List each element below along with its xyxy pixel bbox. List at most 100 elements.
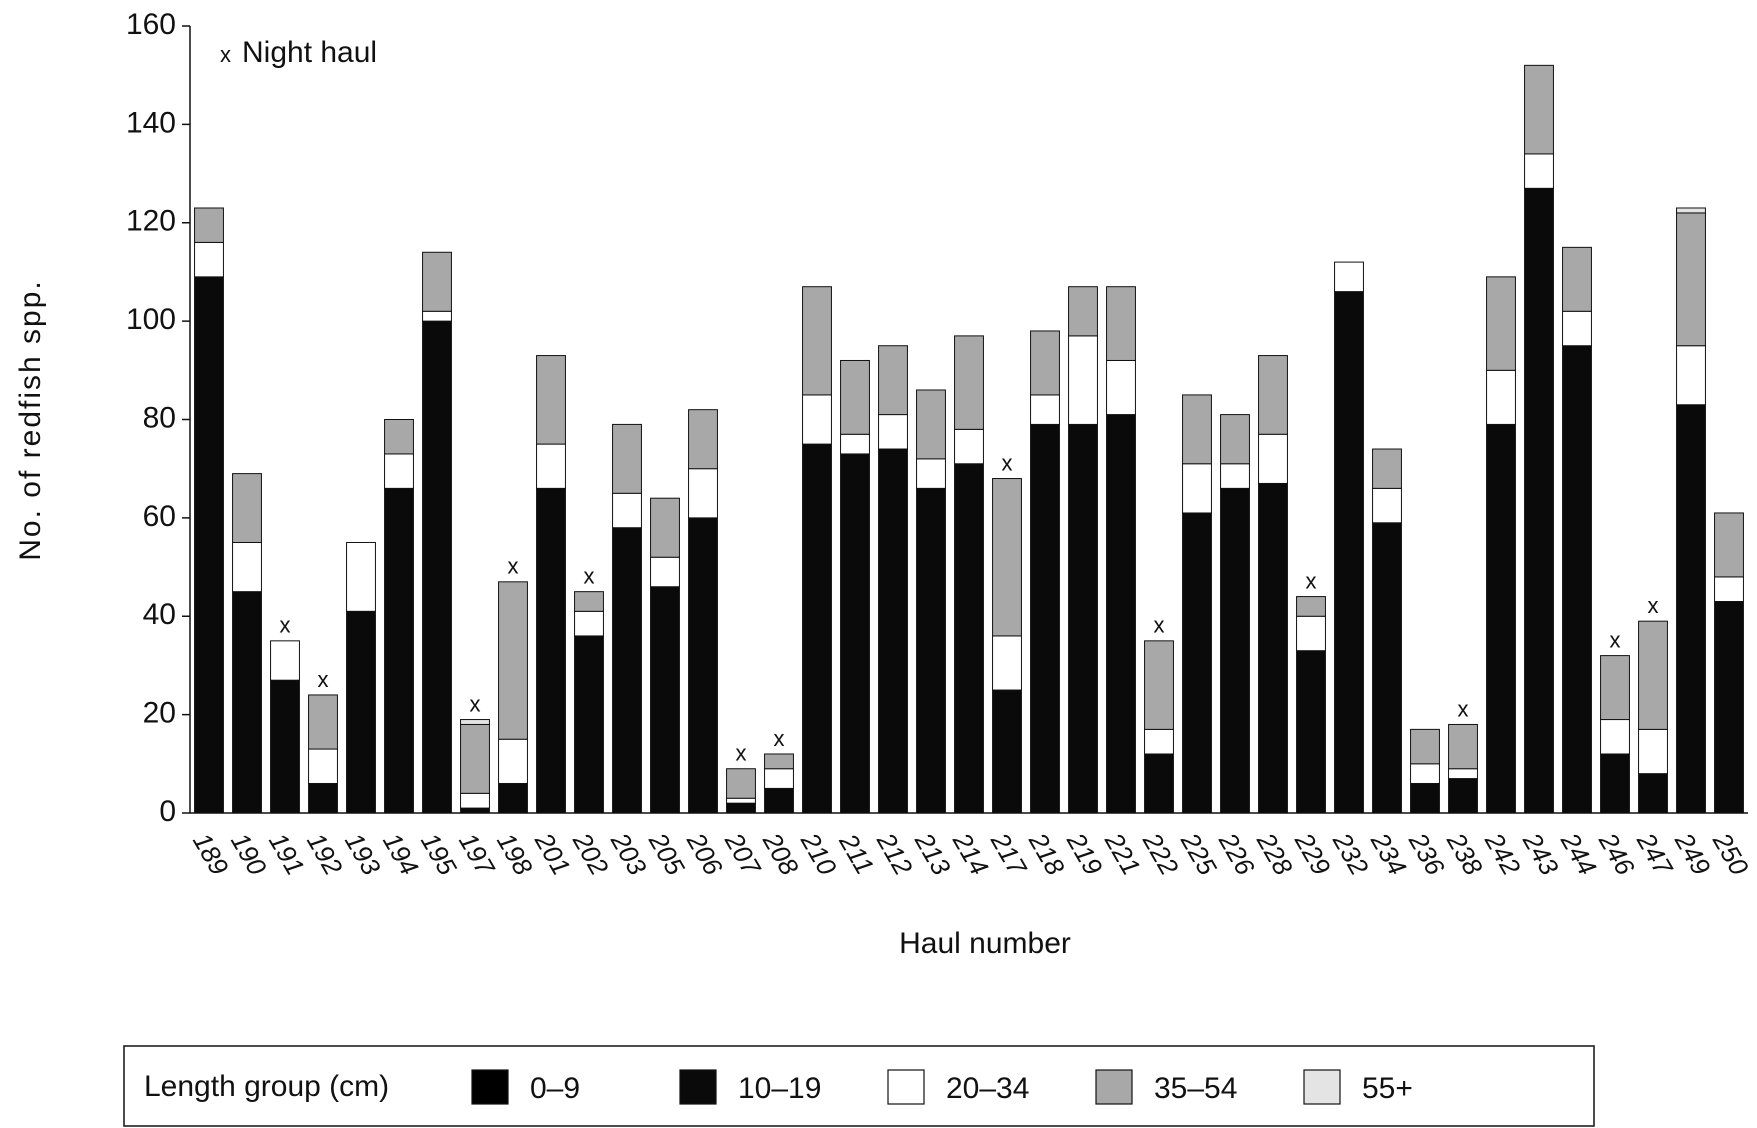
bar-segment bbox=[1676, 207, 1706, 214]
bar-segment bbox=[1220, 487, 1250, 814]
x-tick-label: 192 bbox=[301, 828, 349, 881]
legend-swatch bbox=[471, 1069, 509, 1105]
legend-swatch bbox=[679, 1069, 717, 1105]
x-tick-label: 194 bbox=[377, 828, 425, 881]
bar-segment bbox=[270, 640, 300, 681]
x-tick-label: 211 bbox=[833, 828, 880, 880]
bar-segment bbox=[384, 419, 414, 455]
legend-swatch bbox=[887, 1069, 925, 1105]
night-haul-label: Night haul bbox=[242, 36, 377, 69]
bar-segment bbox=[992, 689, 1022, 814]
x-tick-label: 207 bbox=[719, 827, 768, 882]
bar-segment bbox=[1220, 463, 1250, 489]
bar-segment bbox=[422, 251, 452, 312]
bar-segment bbox=[384, 487, 414, 814]
x-tick-label: 236 bbox=[1403, 827, 1451, 881]
x-tick-label: 195 bbox=[415, 828, 463, 881]
bar-segment bbox=[1144, 640, 1174, 730]
x-tick-label: 212 bbox=[871, 827, 919, 881]
bar-segment bbox=[384, 453, 414, 489]
bar-segment bbox=[1144, 753, 1174, 814]
bar-segment bbox=[1562, 310, 1592, 347]
bar-segment bbox=[1068, 423, 1098, 814]
bar-segment bbox=[916, 487, 946, 814]
bar-segment bbox=[1486, 423, 1516, 814]
bar-segment bbox=[308, 782, 338, 814]
bar-segment bbox=[1030, 330, 1060, 396]
bar-segment bbox=[954, 463, 984, 814]
bar-segment bbox=[764, 753, 794, 770]
bar-segment bbox=[346, 541, 376, 612]
bar-segment bbox=[232, 473, 262, 543]
bar-segment bbox=[802, 443, 832, 814]
bar-segment bbox=[840, 453, 870, 814]
bar-segment bbox=[270, 679, 300, 814]
night-haul-marker: x bbox=[1610, 627, 1621, 652]
bar-segment bbox=[1372, 522, 1402, 814]
bar-segment bbox=[764, 768, 794, 789]
bar-segment bbox=[992, 478, 1022, 637]
legend-label: 20–34 bbox=[946, 1072, 1029, 1105]
bar-segment bbox=[536, 355, 566, 445]
night-haul-marker: x bbox=[584, 563, 595, 588]
x-tick-label: 206 bbox=[681, 827, 729, 881]
x-tick-label: 250 bbox=[1707, 827, 1755, 881]
legend-label: 0–9 bbox=[530, 1072, 580, 1105]
bar-segment bbox=[612, 527, 642, 814]
bar-segment bbox=[840, 359, 870, 435]
legend-label: 55+ bbox=[1362, 1072, 1413, 1105]
bar-segment bbox=[232, 591, 262, 814]
bar-segment bbox=[1638, 773, 1668, 814]
bar-segment bbox=[1448, 778, 1478, 814]
bar-segment bbox=[1714, 576, 1744, 602]
legend-title: Length group (cm) bbox=[144, 1070, 389, 1103]
legend-swatch bbox=[1303, 1069, 1341, 1105]
bar-segment bbox=[726, 797, 756, 804]
night-haul-marker: x bbox=[280, 613, 291, 638]
bar-segment bbox=[878, 448, 908, 814]
bar-segment bbox=[1448, 723, 1478, 770]
x-tick-label: 225 bbox=[1175, 827, 1223, 881]
bar-segment bbox=[1372, 487, 1402, 524]
bar-segment bbox=[232, 541, 262, 593]
bar-segment bbox=[1334, 261, 1364, 293]
bar-segment bbox=[1600, 655, 1630, 721]
x-tick-label: 193 bbox=[339, 828, 387, 881]
x-tick-label: 217 bbox=[985, 827, 1034, 882]
night-haul-marker: x bbox=[1458, 696, 1469, 721]
night-haul-marker: x bbox=[470, 691, 481, 716]
y-tick-label: 140 bbox=[126, 106, 176, 139]
x-tick-label: 244 bbox=[1555, 827, 1603, 880]
bar-segment bbox=[1372, 448, 1402, 489]
x-tick-label: 189 bbox=[187, 828, 235, 881]
bar-segment bbox=[536, 443, 566, 489]
bar-segment bbox=[1182, 512, 1212, 814]
x-tick-label: 190 bbox=[225, 828, 273, 881]
bar-segment bbox=[1296, 650, 1326, 814]
bar-segment bbox=[1638, 620, 1668, 730]
night-haul-marker: x bbox=[1002, 450, 1013, 475]
legend-label: 10–19 bbox=[738, 1072, 821, 1105]
y-tick-label: 20 bbox=[143, 697, 176, 730]
y-tick-label: 0 bbox=[159, 795, 176, 828]
bar-segment bbox=[1144, 728, 1174, 755]
bar-segment bbox=[688, 517, 718, 814]
bar-segment bbox=[1562, 246, 1592, 312]
bar-segment bbox=[1296, 615, 1326, 652]
night-haul-marker: x bbox=[1154, 613, 1165, 638]
y-tick-label: 40 bbox=[143, 598, 176, 631]
bar-segment bbox=[1220, 414, 1250, 465]
bar-segment bbox=[954, 428, 984, 465]
x-tick-label: 202 bbox=[567, 827, 615, 881]
x-tick-label: 242 bbox=[1479, 827, 1527, 881]
bar-segment bbox=[574, 591, 604, 612]
bar-segment bbox=[1182, 394, 1212, 465]
bar-segment bbox=[1410, 782, 1440, 814]
bar-segment bbox=[1068, 286, 1098, 337]
y-tick-label: 100 bbox=[126, 303, 176, 336]
bar-segment bbox=[1106, 286, 1136, 361]
bar-segment bbox=[1600, 753, 1630, 814]
y-tick-label: 80 bbox=[143, 401, 176, 434]
x-tick-label: 201 bbox=[529, 827, 577, 880]
bar-segment bbox=[1486, 276, 1516, 371]
